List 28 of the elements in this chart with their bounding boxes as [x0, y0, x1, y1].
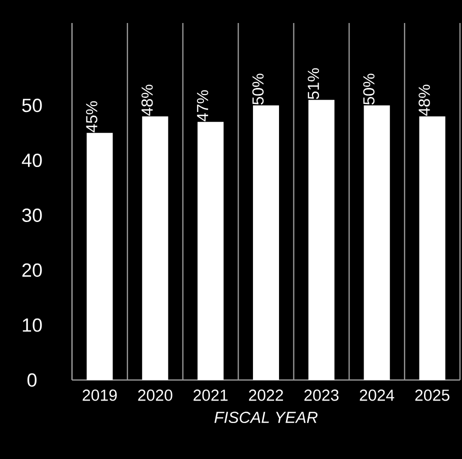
bar: [252, 105, 280, 380]
x-tick-label: 2021: [194, 390, 228, 401]
bar: [364, 105, 390, 380]
data-label: 45%: [86, 101, 98, 132]
bar: [142, 116, 168, 380]
data-label: 47%: [196, 90, 208, 122]
x-tick-label: 2022: [249, 390, 283, 401]
x-tick-label: 2023: [304, 390, 339, 401]
x-axis-title: FISCAL YEAR: [214, 412, 318, 424]
x-tick-label: 2019: [82, 390, 117, 401]
y-tick-label: 40: [22, 154, 42, 168]
data-label: 50%: [252, 74, 264, 105]
bar: [86, 132, 113, 380]
data-label: 48%: [418, 84, 430, 116]
data-label: 50%: [363, 74, 375, 105]
y-tick-label: 10: [22, 318, 42, 332]
data-label: 48%: [141, 84, 153, 116]
y-tick-label: 20: [22, 263, 42, 277]
bar: [419, 116, 446, 380]
data-label: 51%: [308, 68, 320, 100]
y-tick-label: 30: [22, 208, 42, 222]
x-tick-label: 2025: [415, 390, 450, 401]
bar: [308, 100, 334, 380]
bar: [198, 122, 224, 380]
x-tick-label: 2020: [138, 390, 172, 401]
y-tick-label: 0: [27, 373, 37, 387]
y-tick-label: 50: [22, 98, 42, 112]
x-tick-label: 2024: [360, 390, 394, 401]
